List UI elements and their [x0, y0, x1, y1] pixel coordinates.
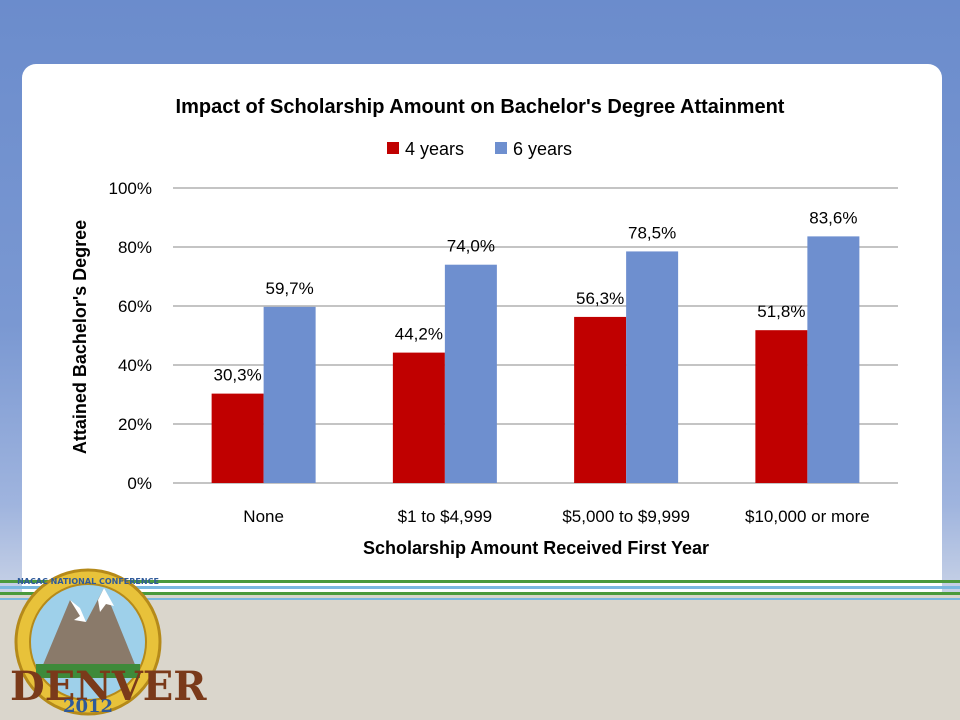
legend-label-6-years: 6 years: [513, 139, 572, 159]
y-tick-label: 20%: [118, 415, 152, 434]
data-labels: 30,3% 59,7% 44,2% 74,0% 56,3% 78,5% 51,8% 83,6%: [214, 208, 858, 384]
data-label: 30,3%: [214, 366, 262, 385]
bar-6-years: [444, 264, 497, 483]
bar-6-years: [626, 251, 679, 483]
y-tick-label: 60%: [118, 297, 152, 316]
data-label: 44,2%: [395, 325, 443, 344]
x-tick-label: $5,000 to $9,999: [562, 507, 690, 526]
x-axis-title: Scholarship Amount Received First Year: [363, 538, 709, 558]
footer-stripe: [0, 580, 960, 583]
legend: 4 years 6 years: [387, 139, 572, 159]
denver-conference-seal-icon: DENVER 2012 NACAC NATIONAL CONFERENCE: [10, 568, 207, 717]
bar-4-years: [755, 330, 808, 483]
bar-4-years: [574, 316, 627, 483]
data-label: 56,3%: [576, 289, 624, 308]
footer-stripe: [0, 598, 960, 600]
legend-label-4-years: 4 years: [405, 139, 464, 159]
data-label: 83,6%: [809, 208, 857, 227]
data-label: 59,7%: [266, 279, 314, 298]
data-label: 51,8%: [757, 302, 805, 321]
bar-4-years: [392, 352, 445, 483]
y-axis-title: Attained Bachelor's Degree: [70, 220, 90, 454]
x-tick-label: $10,000 or more: [745, 507, 870, 526]
logo-year-text: 2012: [63, 696, 113, 717]
footer-stripe: [0, 592, 960, 595]
footer-stripe: [0, 586, 960, 589]
y-axis-ticks: 0% 20% 40% 60% 80% 100%: [109, 179, 152, 493]
y-tick-label: 0%: [127, 474, 152, 493]
data-label: 78,5%: [628, 223, 676, 242]
logo-top-text: NACAC NATIONAL CONFERENCE: [17, 577, 159, 586]
footer-band: [0, 594, 960, 720]
y-tick-label: 40%: [118, 356, 152, 375]
legend-swatch-6-years: [495, 142, 507, 154]
bar-4-years: [211, 393, 264, 483]
bar-6-years: [807, 236, 860, 483]
x-tick-label: None: [243, 507, 284, 526]
bar-6-years: [263, 306, 316, 483]
y-tick-label: 80%: [118, 238, 152, 257]
y-tick-label: 100%: [109, 179, 152, 198]
chart-title: Impact of Scholarship Amount on Bachelor…: [176, 96, 785, 118]
legend-swatch-4-years: [387, 142, 399, 154]
bars: [211, 236, 860, 483]
logo-city-text: DENVER: [10, 663, 207, 710]
data-label: 74,0%: [447, 237, 495, 256]
x-axis-ticks: None $1 to $4,999 $5,000 to $9,999 $10,000 …: [243, 507, 869, 526]
x-tick-label: $1 to $4,999: [398, 507, 493, 526]
